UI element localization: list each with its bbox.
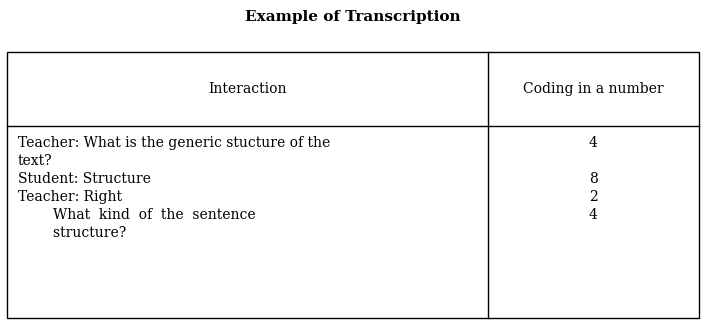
Text: Coding in a number: Coding in a number <box>523 82 664 96</box>
Text: 4: 4 <box>589 208 598 222</box>
Text: Teacher: Right: Teacher: Right <box>18 190 121 204</box>
Bar <box>7 52 699 318</box>
Text: What  kind  of  the  sentence: What kind of the sentence <box>18 208 256 222</box>
Text: Student: Structure: Student: Structure <box>18 172 150 186</box>
Text: 2: 2 <box>589 190 598 204</box>
Text: text?: text? <box>18 154 52 168</box>
Text: Interaction: Interaction <box>208 82 287 96</box>
Text: 4: 4 <box>589 136 598 150</box>
Text: Teacher: What is the generic stucture of the: Teacher: What is the generic stucture of… <box>18 136 330 150</box>
Text: 8: 8 <box>589 172 598 186</box>
Text: structure?: structure? <box>18 226 126 240</box>
Text: Example of Transcription: Example of Transcription <box>245 10 461 24</box>
